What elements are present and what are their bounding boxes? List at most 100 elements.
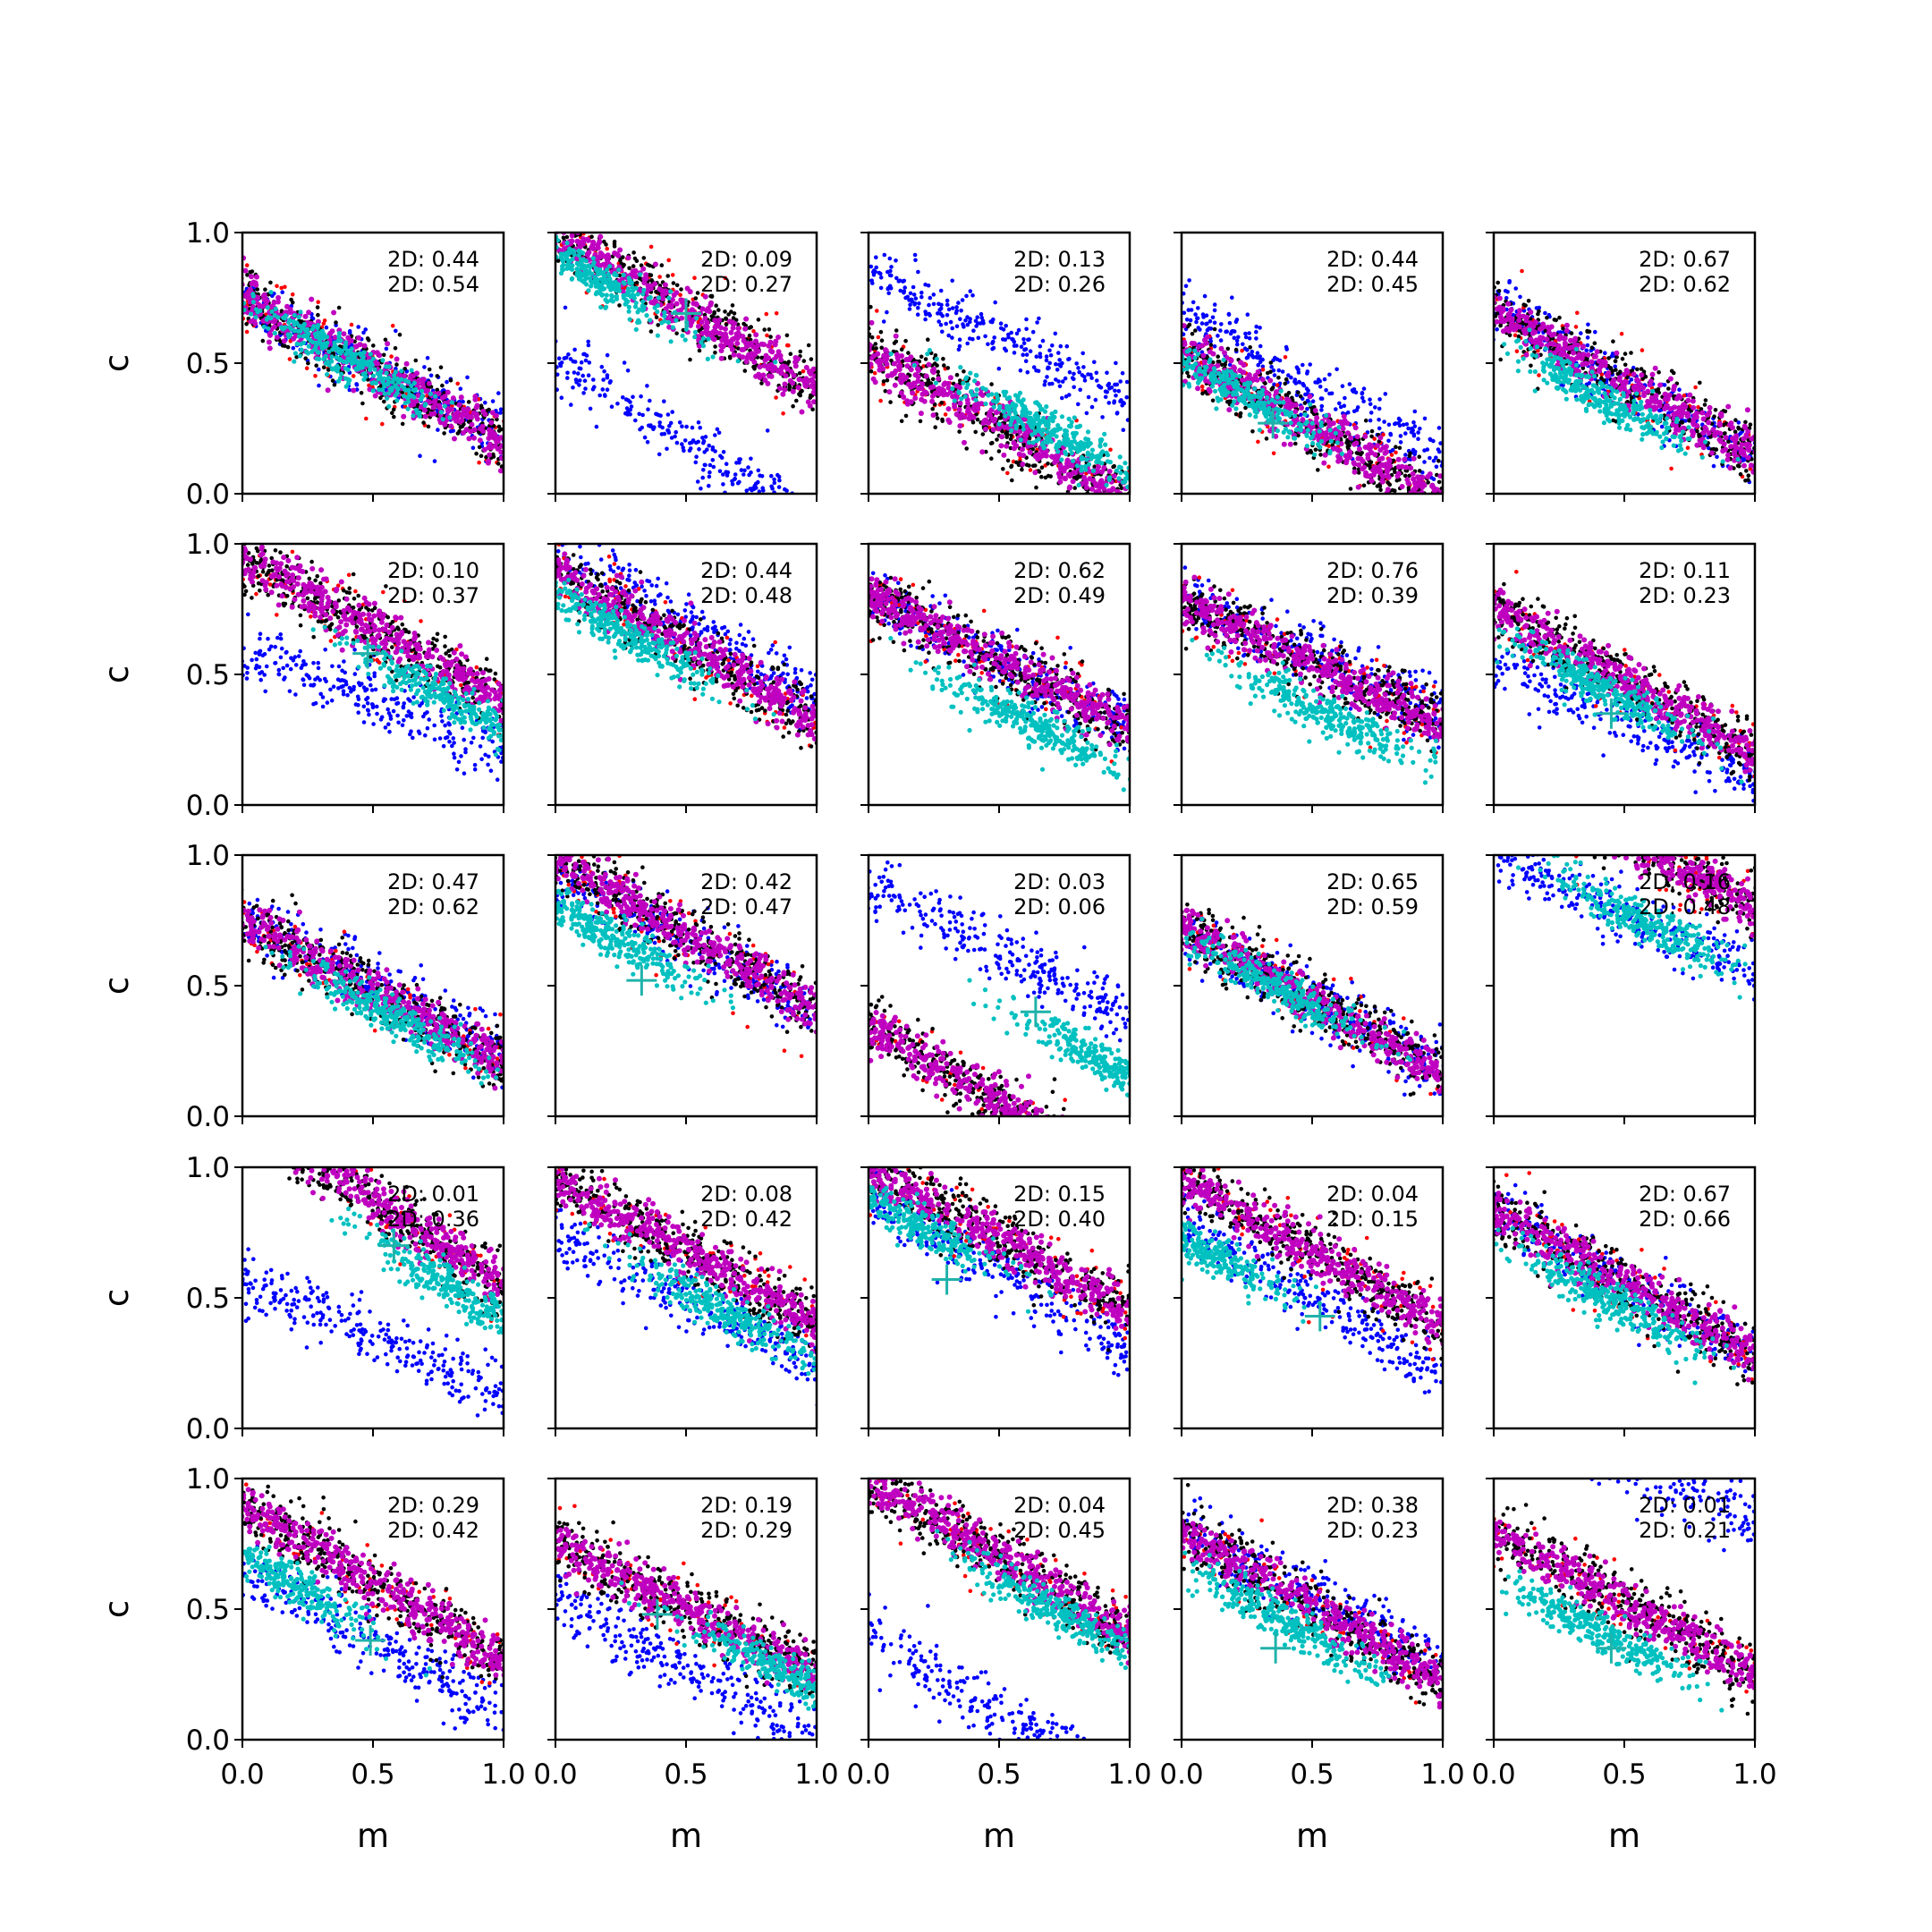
- annotation-line-2: 2D: 0.49: [1013, 583, 1106, 608]
- annotation-line-1: 2D: 0.08: [700, 1182, 792, 1207]
- posterior-outer-points: [555, 855, 817, 1035]
- y-tick-label: 0.5: [186, 1594, 230, 1626]
- cluster-a-points: [869, 252, 1130, 433]
- annotation-line-1: 2D: 0.65: [1326, 869, 1419, 894]
- y-tick-label: 1.0: [186, 1152, 230, 1184]
- y-tick-label: 0.5: [186, 348, 230, 380]
- posterior-outer-points: [869, 576, 1130, 748]
- posterior-core-points: [1182, 1550, 1392, 1687]
- true-value-marker: [1596, 698, 1627, 729]
- y-axis-label: c: [97, 1289, 136, 1307]
- y-axis-label: c: [97, 1600, 136, 1618]
- posterior-outer-points: [869, 1479, 1130, 1666]
- annotation-line-1: 2D: 0.44: [700, 558, 792, 583]
- panel-points: [242, 544, 504, 782]
- posterior-outer-points: [555, 1167, 817, 1355]
- true-value-marker: [1020, 996, 1051, 1028]
- posterior-core-points: [310, 624, 504, 758]
- true-value-marker: [378, 1230, 410, 1261]
- annotation-line-2: 2D: 0.21: [1639, 1518, 1731, 1543]
- x-tick-label: 0.0: [1471, 1758, 1515, 1791]
- posterior-outer-points: [1182, 1167, 1443, 1347]
- annotation-line-2: 2D: 0.59: [1326, 894, 1419, 919]
- cluster-a-points: [1589, 1479, 1755, 1553]
- annotation-line-2: 2D: 0.48: [1639, 894, 1731, 919]
- annotation-line-1: 2D: 0.10: [387, 558, 479, 583]
- cluster-a-points: [555, 305, 794, 494]
- posterior-core-points: [1190, 638, 1439, 785]
- x-axis-label: m: [670, 1817, 702, 1855]
- annotation-line-1: 2D: 0.44: [1326, 247, 1419, 272]
- x-tick-label: 1.0: [1420, 1758, 1464, 1791]
- annotation-line-1: 2D: 0.04: [1013, 1493, 1106, 1518]
- annotation-line-2: 2D: 0.15: [1326, 1207, 1419, 1232]
- annotation-line-2: 2D: 0.23: [1639, 583, 1731, 608]
- annotation-line-1: 2D: 0.47: [387, 869, 479, 894]
- posterior-core-points: [329, 1206, 504, 1335]
- panel-points: [1182, 278, 1443, 494]
- posterior-core-points: [619, 1580, 817, 1711]
- posterior-core-points: [1182, 347, 1344, 457]
- posterior-outer-points: [1612, 855, 1755, 938]
- annotation-line-2: 2D: 0.48: [700, 583, 792, 608]
- panel-points: [1182, 902, 1443, 1097]
- panel-points: [555, 233, 817, 494]
- annotation-line-2: 2D: 0.26: [1013, 272, 1106, 297]
- panel-points: [1494, 1479, 1755, 1716]
- x-tick-label: 0.0: [533, 1758, 577, 1791]
- x-tick-label: 0.5: [1602, 1758, 1646, 1791]
- x-tick-label: 1.0: [1733, 1758, 1776, 1791]
- annotation-line-2: 2D: 0.37: [387, 583, 479, 608]
- annotation-line-1: 2D: 0.67: [1639, 1182, 1731, 1207]
- annotation-line-2: 2D: 0.54: [387, 272, 479, 297]
- x-tick-label: 1.0: [481, 1758, 525, 1791]
- annotation-line-2: 2D: 0.29: [700, 1518, 792, 1543]
- cluster-a-points: [242, 1247, 504, 1418]
- true-value-marker: [626, 965, 657, 996]
- annotation-line-2: 2D: 0.62: [1639, 272, 1731, 297]
- y-tick-label: 0.0: [186, 1413, 230, 1445]
- cluster-a-points: [869, 1592, 1087, 1740]
- true-value-marker: [931, 1264, 962, 1295]
- panel-points: [1182, 565, 1443, 785]
- x-tick-label: 0.5: [977, 1758, 1021, 1791]
- y-tick-label: 1.0: [186, 217, 230, 250]
- y-axis-label: c: [97, 977, 136, 995]
- x-axis-label: m: [983, 1817, 1015, 1855]
- annotation-line-1: 2D: 0.04: [1326, 1182, 1419, 1207]
- posterior-core-points: [555, 886, 736, 1011]
- true-value-marker: [1304, 1301, 1335, 1332]
- posterior-outer-points: [242, 544, 504, 728]
- annotation-line-1: 2D: 0.42: [700, 869, 792, 894]
- annotation-line-2: 2D: 0.45: [1326, 272, 1419, 297]
- x-tick-label: 0.0: [846, 1758, 890, 1791]
- panel-points: [869, 556, 1130, 792]
- x-tick-label: 0.5: [1290, 1758, 1334, 1791]
- x-axis-label: m: [1608, 1817, 1640, 1855]
- panel-points: [242, 255, 504, 474]
- posterior-outer-points: [1182, 574, 1443, 743]
- annotation-line-1: 2D: 0.01: [1639, 1493, 1731, 1518]
- posterior-outer-points: [242, 1487, 504, 1678]
- annotation-line-1: 2D: 0.29: [387, 1493, 479, 1518]
- panel-points: [1494, 268, 1755, 486]
